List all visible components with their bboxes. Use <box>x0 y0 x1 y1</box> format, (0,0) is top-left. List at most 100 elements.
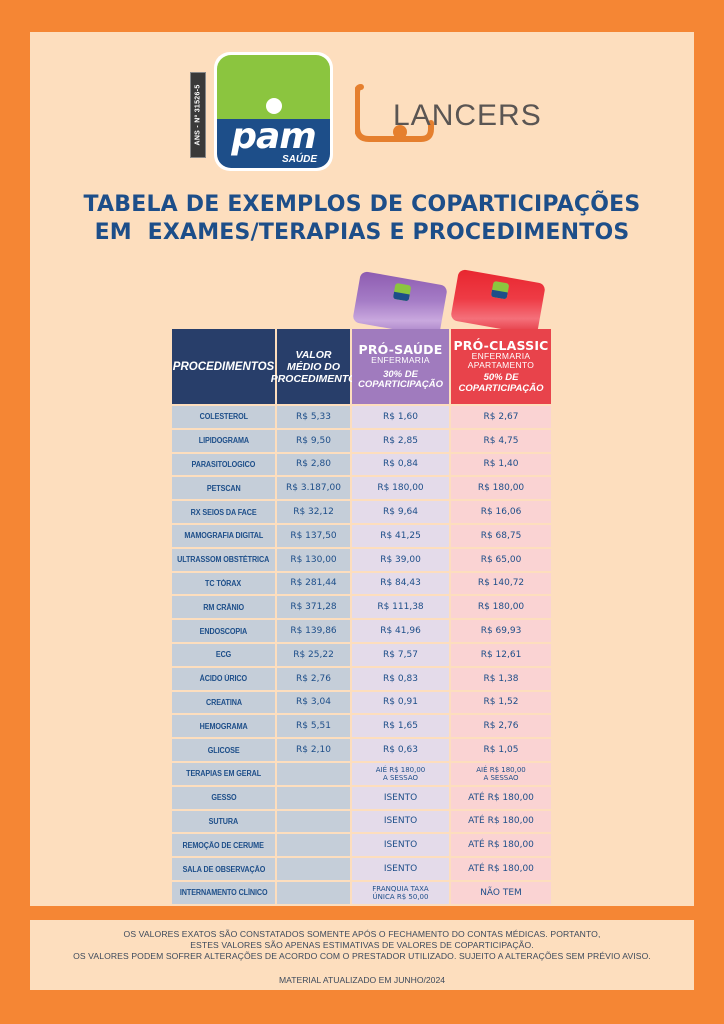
procedimento-name: PETSCAN <box>206 483 241 493</box>
pro-saude-value: R$ 111,38 <box>377 602 424 613</box>
procedimento-name: INTERNAMENTO CLÍNICO <box>179 888 268 898</box>
cell-pro-classic: R$ 140,72 <box>451 572 551 595</box>
cell-procedimento: REMOÇÃO DE CERUME <box>172 834 275 857</box>
table-row: GLICOSE R$ 2,10 R$ 0,63 R$ 1,05 <box>172 739 551 761</box>
procedimento-name: HEMOGRAMA <box>199 721 248 731</box>
card-pam-logo-icon <box>490 280 510 300</box>
ans-registration-tag: ANS - Nº 31526-5 <box>190 72 206 158</box>
cell-pro-saude: R$ 84,43 <box>352 572 449 595</box>
pam-logo-blue <box>217 119 330 168</box>
pro-saude-line2: A SESSAO <box>382 773 419 782</box>
lancers-wordmark: LANCERS <box>393 99 542 132</box>
cell-pro-classic: R$ 2,67 <box>451 406 551 428</box>
pro-classic-value: R$ 1,52 <box>483 697 519 708</box>
pro-saude-value: R$ 84,43 <box>380 578 421 589</box>
procedimento-name: COLESTEROL <box>199 412 248 422</box>
pro-saude-value: R$ 2,85 <box>383 435 418 446</box>
pam-logo-word: pam <box>231 116 317 157</box>
header-valor-line1: VALOR <box>295 348 332 361</box>
cell-pro-saude: R$ 180,00 <box>352 477 449 500</box>
pro-classic-value: ATÉ R$ 180,00 <box>468 816 534 827</box>
header-procedimentos: PROCEDIMENTOS <box>172 329 275 404</box>
table-row: ULTRASSOM OBSTÉTRICA R$ 130,00 R$ 39,00 R$ … <box>172 548 551 571</box>
cell-pro-classic: R$ 65,00 <box>451 548 551 571</box>
table-row: TC TÓRAX R$ 281,44 R$ 84,43 R$ 140,72 <box>172 572 551 595</box>
disclaimer-line-3: OS VALORES PODEM SOFRER ALTERAÇÕES DE AC… <box>73 951 651 961</box>
pro-classic-name: PRÓ-CLASSIC <box>453 338 549 353</box>
cell-pro-saude: ISENTO <box>352 810 449 833</box>
disclaimer-line-2: ESTES VALORES SÃO APENAS ESTIMATIVAS DE … <box>190 940 534 950</box>
cell-pro-classic: AIÉ R$ 180,00 A SESSAO <box>451 762 551 785</box>
procedimento-name: RM CRÂNIO <box>203 602 244 612</box>
pro-classic-value: R$ 68,75 <box>480 530 522 541</box>
procedimento-name: RX SEIOS DA FACE <box>190 507 257 517</box>
cell-procedimento: GESSO <box>172 786 275 809</box>
cell-pro-classic: R$ 1,52 <box>451 691 551 714</box>
header-valor-medio: VALOR MÉDIO DO PROCEDIMENTO <box>271 329 356 404</box>
pro-classic-value: ATÉ R$ 180,00 <box>468 840 534 851</box>
cell-valor-medio <box>277 881 350 904</box>
cell-valor-medio <box>277 858 350 880</box>
valor-medio: R$ 5,33 <box>296 411 331 422</box>
pro-saude-value: R$ 0,83 <box>383 673 418 684</box>
cell-procedimento: GLICOSE <box>172 739 275 761</box>
pro-saude-value: ISENTO <box>383 816 418 827</box>
cell-valor-medio: R$ 9,50 <box>277 429 350 452</box>
procedimento-name: REMOÇÃO DE CERUME <box>182 840 265 850</box>
cell-pro-classic: R$ 68,75 <box>451 524 551 547</box>
pro-saude-value: R$ 0,84 <box>383 459 418 470</box>
cell-pro-saude: R$ 0,84 <box>352 453 449 476</box>
table-header-row: PROCEDIMENTOS VALOR MÉDIO DO PROCEDIMENT… <box>172 329 551 404</box>
cell-valor-medio: R$ 3.187,00 <box>277 477 350 500</box>
pro-saude-copart: COPARTICIPAÇÃO <box>358 379 443 390</box>
pro-saude-line1: FRANQUIA TAXA <box>372 884 429 893</box>
table-row: RM CRÂNIO R$ 371,28 R$ 111,38 R$ 180,00 <box>172 596 551 619</box>
pro-saude-line1: AIÉ R$ 180,00 <box>375 765 426 774</box>
cell-valor-medio <box>277 762 350 785</box>
cell-pro-saude: R$ 1,65 <box>352 715 449 738</box>
pro-saude-value: R$ 9,64 <box>383 507 418 518</box>
cell-pro-classic: R$ 1,05 <box>451 739 551 761</box>
cell-procedimento: CREATINA <box>172 691 275 714</box>
valor-medio: R$ 137,50 <box>290 530 337 541</box>
cell-pro-classic: ATÉ R$ 180,00 <box>451 834 551 857</box>
cell-pro-classic: ATÉ R$ 180,00 <box>451 786 551 809</box>
pro-classic-value: R$ 180,00 <box>477 602 525 613</box>
pro-classic-line1: AIÉ R$ 180,00 <box>476 765 526 774</box>
pro-saude-sub: ENFERMARIA <box>371 354 430 365</box>
cell-pro-classic: R$ 180,00 <box>451 596 551 619</box>
cell-valor-medio <box>277 786 350 809</box>
cell-procedimento: RX SEIOS DA FACE <box>172 501 275 523</box>
card-pam-logo-icon <box>392 282 412 302</box>
valor-medio: R$ 281,44 <box>290 578 337 589</box>
cell-procedimento: MAMOGRAFIA DIGITAL <box>172 524 275 547</box>
table-row: ÁCIDO ÚRICO R$ 2,76 R$ 0,83 R$ 1,38 <box>172 667 551 690</box>
footer-disclaimer: OS VALORES EXATOS SÃO CONSTATADOS SOMENT… <box>30 920 694 990</box>
cell-procedimento: COLESTEROL <box>172 406 275 428</box>
cell-procedimento: ENDOSCOPIA <box>172 620 275 642</box>
pro-classic-value: R$ 12,61 <box>480 649 522 660</box>
valor-medio: R$ 2,80 <box>296 459 331 470</box>
valor-medio: R$ 2,10 <box>296 745 331 756</box>
cell-pro-saude: R$ 2,85 <box>352 429 449 452</box>
procedimento-name: ECG <box>215 650 232 660</box>
table-row: REMOÇÃO DE CERUME ISENTO ATÉ R$ 180,00 <box>172 834 551 857</box>
procedimento-name: ENDOSCOPIA <box>199 626 248 636</box>
cell-procedimento: ÁCIDO ÚRICO <box>172 667 275 690</box>
pro-classic-value: R$ 2,67 <box>483 411 519 422</box>
valor-medio: R$ 139,86 <box>290 626 337 637</box>
cell-valor-medio: R$ 32,12 <box>277 501 350 523</box>
cell-procedimento: PARASITOLOGICO <box>172 453 275 476</box>
table-row: TERAPIAS EM GERAL AIÉ R$ 180,00 A SESSAO AI… <box>172 762 551 785</box>
cell-procedimento: ULTRASSOM OBSTÉTRICA <box>172 548 275 571</box>
cell-procedimento: LIPIDOGRAMA <box>172 429 275 452</box>
pam-logo-subtitle: SAÚDE <box>281 154 317 165</box>
header-procedimentos-label: PROCEDIMENTOS <box>172 360 275 373</box>
table-row: ECG R$ 25,22 R$ 7,57 R$ 12,61 <box>172 643 551 666</box>
lancers-logo: LANCERS <box>355 83 570 143</box>
procedimento-name: TERAPIAS EM GERAL <box>186 769 261 779</box>
table-row: CREATINA R$ 3,04 R$ 0,91 R$ 1,52 <box>172 691 551 714</box>
cell-valor-medio: R$ 2,10 <box>277 739 350 761</box>
table-row: MAMOGRAFIA DIGITAL R$ 137,50 R$ 41,25 R$ 68… <box>172 524 551 547</box>
valor-medio: R$ 3.187,00 <box>286 483 341 494</box>
